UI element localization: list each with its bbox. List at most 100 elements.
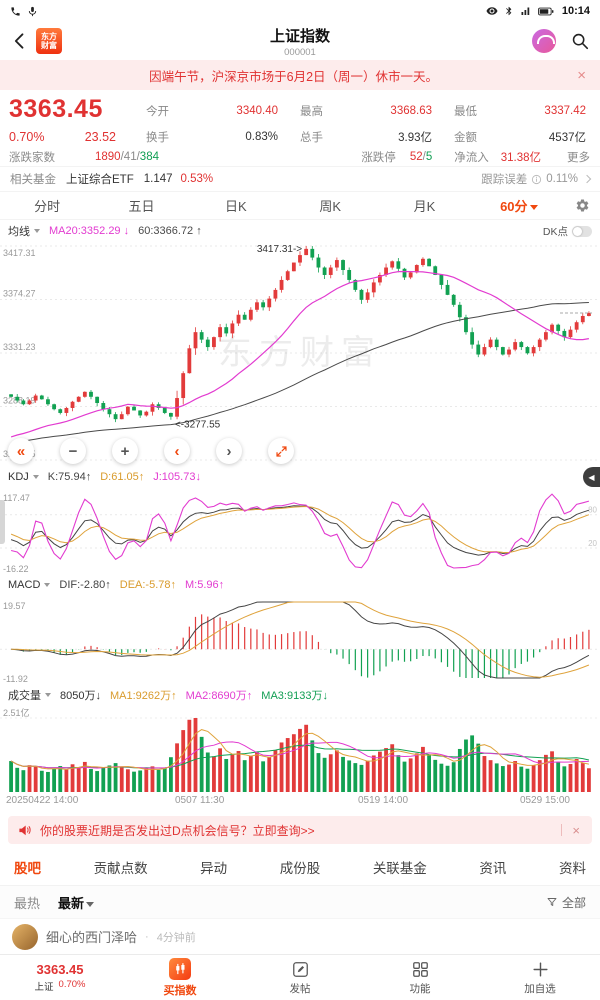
nav-index-price: 3363.45 xyxy=(36,962,84,977)
volume-ma2-value: MA2:8690万↑ xyxy=(185,690,253,702)
dk-point-toggle[interactable]: DK点 xyxy=(543,224,592,239)
kdj-chart[interactable]: 80 20 117.47 -16.22 xyxy=(0,488,600,574)
volume-chart-panel[interactable]: 2.51亿 xyxy=(0,706,600,794)
bottom-nav-bar: 3363.45 上证 0.70% 买指数 发帖 功能 加自选 xyxy=(0,954,600,1000)
chart-toolbar: « − + ‹ › xyxy=(8,438,294,464)
volume-chart[interactable]: 2.51亿 xyxy=(0,706,600,794)
nav-add-watchlist[interactable]: 加自选 xyxy=(480,960,600,996)
open-label: 今开 xyxy=(146,105,169,118)
nav-functions[interactable]: 功能 xyxy=(360,960,480,996)
buy-index-label: 买指数 xyxy=(163,984,197,997)
nav-index-quote[interactable]: 3363.45 上证 0.70% xyxy=(0,962,120,993)
promo-text[interactable]: 你的股票近期是否发出过D点机会信号？立即查询>> xyxy=(40,823,315,838)
post-author: 细心的西门泽哈 xyxy=(46,930,138,945)
macd-chart-panel[interactable]: 19.57 -11.92 xyxy=(0,596,600,684)
period-tab-realtime[interactable]: 分时 xyxy=(34,199,61,214)
kdj-chart-panel[interactable]: 80 20 117.47 -16.22 xyxy=(0,488,600,574)
tab-constituents[interactable]: 成份股 xyxy=(279,860,321,876)
open-pair: 今开 3340.40 xyxy=(138,95,292,126)
dpoint-promo-banner: 你的股票近期是否发出过D点机会信号？立即查询>> × xyxy=(8,816,592,844)
svg-text:3417.31: 3417.31 xyxy=(3,248,36,258)
turnover-label: 换手 xyxy=(146,131,169,144)
notice-close-icon[interactable]: × xyxy=(577,66,586,84)
chart-settings-button[interactable] xyxy=(566,198,600,213)
tab-contribution[interactable]: 贡献点数 xyxy=(93,860,148,876)
logo-line2: 财富 xyxy=(41,41,57,50)
svg-text:3288.19: 3288.19 xyxy=(3,396,36,406)
status-time: 10:14 xyxy=(561,5,590,17)
high-label: 最高 xyxy=(300,105,323,118)
macd-chart[interactable]: 19.57 -11.92 xyxy=(0,596,600,684)
nav-buy-index[interactable]: 买指数 xyxy=(120,957,240,998)
kdj-indicator-header: KDJ K:75.94↑ D:61.05↑ J:105.73↓ ◀ xyxy=(0,466,600,488)
period-tab-weekly[interactable]: 周K xyxy=(319,199,341,214)
period-tab-60min[interactable]: 60分 xyxy=(472,196,566,215)
back-button[interactable] xyxy=(10,29,34,53)
volume-ma3-value: MA3:9133万↓ xyxy=(261,690,328,702)
last-price: 3363.45 xyxy=(9,95,103,123)
tab-related-funds[interactable]: 关联基金 xyxy=(372,860,427,876)
chevron-down-icon xyxy=(44,583,51,587)
ma-indicator-header: 均线 MA20:3352.29 ↓ 60:3366.72 ↑ DK点 xyxy=(0,220,600,242)
filter-hot[interactable]: 最热 xyxy=(14,895,41,911)
candlestick-chart[interactable]: 3417.313374.273331.233288.193245.15东方财富3… xyxy=(0,242,600,466)
filter-new[interactable]: 最新 xyxy=(58,893,95,912)
emoticon-avatar-icon[interactable] xyxy=(532,29,556,53)
kdj-d-value: D:61.05↑ xyxy=(100,471,145,483)
chevron-down-icon xyxy=(86,901,95,907)
app-logo: 东方 财富 xyxy=(36,28,62,54)
megaphone-icon xyxy=(19,825,31,836)
post-time: 4分钟前 xyxy=(156,931,196,944)
left-drag-handle[interactable] xyxy=(0,500,5,544)
gear-icon xyxy=(577,199,589,212)
pan-right-button[interactable]: › xyxy=(216,438,242,464)
tab-news[interactable]: 资讯 xyxy=(479,860,507,876)
period-tab-monthly[interactable]: 月K xyxy=(413,199,436,214)
phone-icon xyxy=(11,6,20,16)
user-avatar[interactable] xyxy=(12,923,38,950)
eye-comfort-icon xyxy=(486,7,498,15)
panel-collapse-handle[interactable]: ◀ xyxy=(583,467,600,487)
limit-value: 52/5 xyxy=(409,150,433,163)
chevron-down-icon xyxy=(32,475,39,479)
tab-guba[interactable]: 股吧 xyxy=(14,860,41,876)
tracking-error[interactable]: 跟踪误差 0.11% xyxy=(481,171,592,187)
search-icon[interactable] xyxy=(570,31,590,51)
notice-text: 因端午节，沪深京市场于6月2日（周一）休市一天。 xyxy=(149,69,439,84)
signal-icon xyxy=(521,7,530,15)
more-link[interactable]: 更多 xyxy=(567,151,590,164)
related-fund-row[interactable]: 相关基金 上证综合ETF 1.147 0.53% 跟踪误差 0.11% xyxy=(0,166,600,192)
main-chart-panel[interactable]: 3417.313374.273331.233288.193245.15东方财富3… xyxy=(0,242,600,466)
pan-left-button[interactable]: ‹ xyxy=(164,438,190,464)
amount-label: 金额 xyxy=(454,131,477,144)
fund-name[interactable]: 上证综合ETF xyxy=(66,174,134,186)
grid-icon xyxy=(412,961,428,977)
zoom-out-button[interactable]: − xyxy=(60,438,86,464)
promo-close-icon[interactable]: × xyxy=(572,822,580,838)
kdj-indicator-selector[interactable]: KDJ xyxy=(8,471,39,483)
tab-movement[interactable]: 异动 xyxy=(200,860,228,876)
buy-index-icon xyxy=(169,957,191,980)
post-list-item[interactable]: 细心的西门泽哈 · 4分钟前 xyxy=(0,918,600,954)
period-tab-5day[interactable]: 五日 xyxy=(128,199,155,214)
macd-m-value: M:5.96↑ xyxy=(185,579,225,591)
high-value: 3368.63 xyxy=(390,104,432,117)
chevron-right-icon xyxy=(582,174,592,184)
tab-profile[interactable]: 资料 xyxy=(558,860,586,876)
macd-indicator-selector[interactable]: MACD xyxy=(8,579,51,591)
fullscreen-button[interactable] xyxy=(268,438,294,464)
filter-all[interactable]: 全部 xyxy=(546,894,586,911)
kdj-j-value: J:105.73↓ xyxy=(153,471,201,483)
collapse-toolbar-button[interactable]: « xyxy=(8,438,34,464)
toggle-switch xyxy=(572,225,592,237)
volume-indicator-selector[interactable]: 成交量 xyxy=(8,687,51,703)
nav-new-post[interactable]: 发帖 xyxy=(240,960,360,996)
inflow-value: 31.38亿 xyxy=(500,151,541,164)
period-tab-daily[interactable]: 日K xyxy=(224,199,247,214)
svg-text:2.51亿: 2.51亿 xyxy=(3,707,30,718)
ma-indicator-selector[interactable]: 均线 xyxy=(8,223,40,239)
status-bar: 10:14 xyxy=(0,0,600,22)
new-post-label: 发帖 xyxy=(289,982,311,995)
svg-text:19.57: 19.57 xyxy=(3,601,26,611)
zoom-in-button[interactable]: + xyxy=(112,438,138,464)
